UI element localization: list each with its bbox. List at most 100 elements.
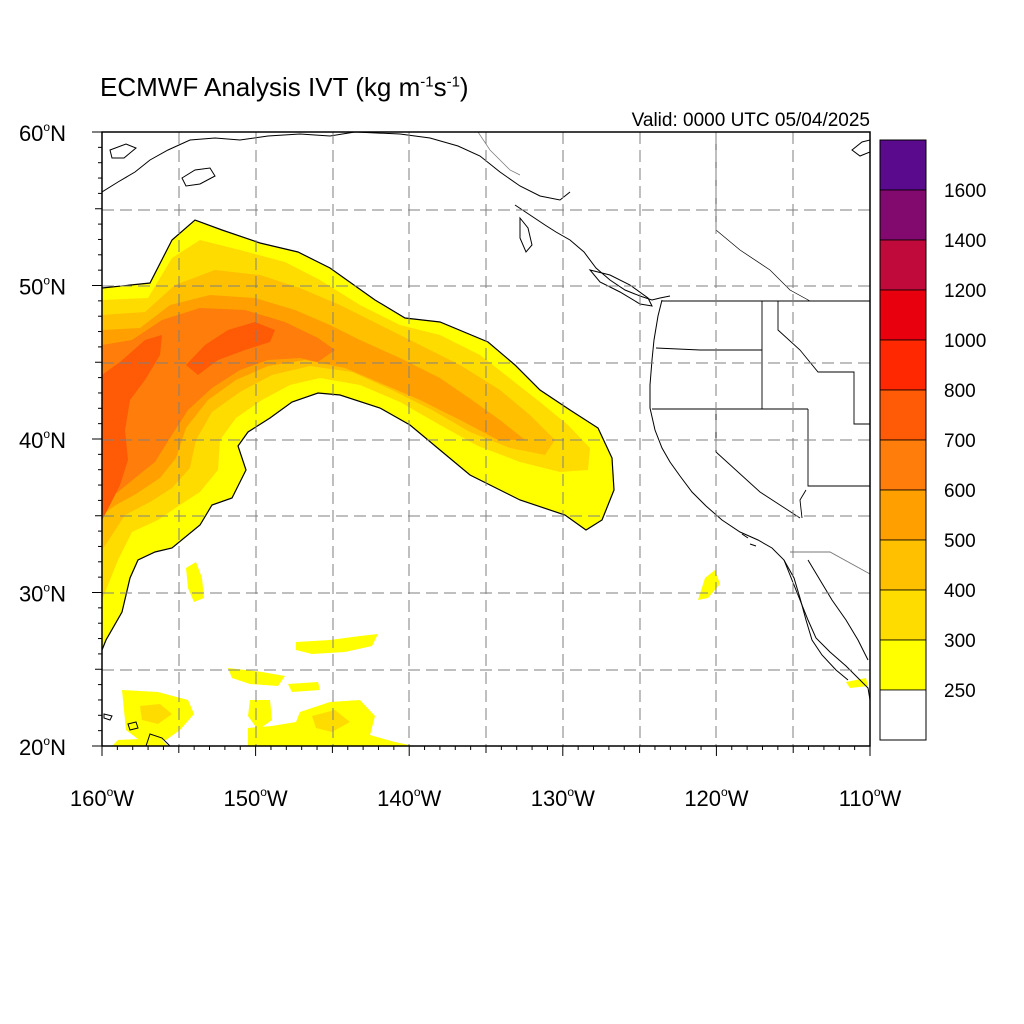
- legend-label: 1400: [944, 231, 986, 252]
- lat-label: 30oN: [19, 581, 66, 607]
- legend-frame: [879, 139, 927, 741]
- hemisphere: W: [574, 786, 595, 811]
- ivt-patch: [248, 700, 272, 730]
- legend-label: 700: [944, 431, 976, 452]
- degree-symbol: o: [567, 785, 574, 799]
- legend-swatch: [879, 539, 927, 591]
- legend-label: 1000: [944, 331, 986, 352]
- hemisphere: N: [50, 275, 66, 300]
- legend-label: 400: [944, 581, 976, 602]
- legend-swatch: [879, 639, 927, 691]
- gulf-california: [807, 559, 869, 661]
- aleutian-island: [181, 167, 216, 187]
- lon-label: 160oW: [70, 785, 134, 811]
- degree-symbol: o: [43, 274, 50, 288]
- degree-symbol: o: [107, 785, 114, 799]
- ivt-patch: [112, 738, 168, 746]
- axis-ticks: [92, 131, 871, 756]
- alaska-coast: [102, 132, 571, 201]
- ivt-patch: [312, 710, 350, 732]
- id-mt-border: [777, 301, 870, 425]
- baja-california: [783, 559, 870, 701]
- longitude-labels: 160oW 150oW 140oW 130oW 120oW 110oW: [70, 785, 902, 811]
- us-west-coast: [649, 299, 849, 681]
- degree-symbol: o: [43, 581, 50, 595]
- lat-label: 50oN: [19, 274, 66, 300]
- hemisphere: W: [421, 786, 442, 811]
- lat-label: 20oN: [19, 734, 66, 760]
- nv-ut-border: [807, 409, 870, 487]
- lon-label: 150oW: [224, 785, 288, 811]
- ivt-band-700a: [102, 335, 162, 520]
- az-ca-border: [799, 489, 807, 519]
- legend-label: 300: [944, 631, 976, 652]
- hemisphere: W: [267, 786, 288, 811]
- lon-label: 130oW: [531, 785, 595, 811]
- alaska-border: [477, 132, 521, 176]
- ivt-patch: [698, 570, 720, 600]
- degree-symbol: o: [43, 120, 50, 134]
- legend-label: 1600: [944, 181, 986, 202]
- hemisphere: W: [881, 786, 902, 811]
- channel-islands: [741, 533, 757, 547]
- state-borders: [477, 132, 870, 575]
- legend-label: 500: [944, 531, 976, 552]
- hemisphere: N: [50, 582, 66, 607]
- legend-swatch: [879, 489, 927, 541]
- hemisphere: W: [728, 786, 749, 811]
- legend-swatch: [879, 589, 927, 641]
- legend-label: 250: [944, 681, 976, 702]
- latitude-labels: 60oN 50oN 40oN 30oN 20oN: [19, 120, 66, 760]
- degree-symbol: o: [874, 785, 881, 799]
- vancouver-island: [588, 269, 653, 307]
- map-title: ECMWF Analysis IVT (kg m-1s-1): [100, 72, 469, 102]
- hemisphere: W: [113, 786, 134, 811]
- coastlines: [102, 132, 870, 746]
- legend-label: 800: [944, 381, 976, 402]
- legend-swatch: [879, 289, 927, 341]
- ivt-band-700b: [186, 322, 275, 375]
- legend-swatch: [879, 239, 927, 291]
- legend-swatch: [879, 339, 927, 391]
- ivt-band-600: [102, 308, 335, 502]
- lon-label: 120oW: [684, 785, 748, 811]
- bc-ab-border: [715, 132, 811, 302]
- legend-label: 600: [944, 481, 976, 502]
- hawaii-maui: [127, 721, 139, 731]
- haida-gwaii: [519, 216, 533, 253]
- hawaii-small: [103, 713, 113, 721]
- degree-symbol: o: [43, 734, 50, 748]
- legend-label: 1200: [944, 281, 986, 302]
- hemisphere: N: [50, 428, 66, 453]
- ca-nv-border: [715, 409, 801, 519]
- degree-symbol: o: [43, 427, 50, 441]
- bc-coast: [514, 204, 671, 301]
- legend-swatch: [879, 439, 927, 491]
- ivt-patch: [846, 678, 868, 688]
- ivt-shading: [102, 220, 868, 746]
- wa-or-border: [655, 347, 762, 351]
- legend-swatch: [879, 689, 927, 741]
- ivt-patch: [140, 704, 172, 724]
- ivt-patch: [296, 634, 378, 654]
- degree-symbol: o: [721, 785, 728, 799]
- ivt-outline: [102, 219, 615, 651]
- legend-swatch: [879, 139, 927, 191]
- kodiak-island: [109, 143, 137, 159]
- ivt-patch: [288, 682, 320, 692]
- lat-label: 40oN: [19, 427, 66, 453]
- lat-label: 60oN: [19, 120, 66, 146]
- hemisphere: N: [50, 735, 66, 760]
- nw-corner-land: [851, 139, 870, 157]
- gridlines: [102, 132, 870, 746]
- lon-label: 110oW: [839, 785, 902, 811]
- legend-swatch: [879, 389, 927, 441]
- mexico-border: [790, 551, 870, 575]
- ivt-legend: 1600 1400 1200 1000 800 700 600 500 400 300 250: [879, 139, 986, 741]
- hawaii-big: [145, 733, 171, 746]
- valid-time-label: Valid: 0000 UTC 05/04/2025: [631, 110, 870, 131]
- degree-symbol: o: [260, 785, 267, 799]
- ivt-patch: [186, 562, 204, 602]
- degree-symbol: o: [414, 785, 421, 799]
